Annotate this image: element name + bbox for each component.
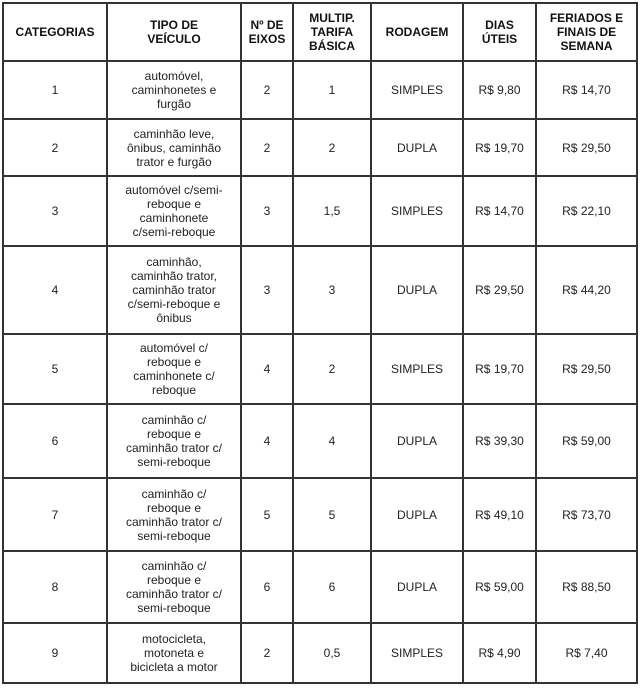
- cell-eixos: 6: [240, 550, 294, 624]
- cell-feriados: R$ 29,50: [535, 118, 638, 177]
- cell-dias-uteis: R$ 39,30: [462, 403, 537, 479]
- cell-categoria: 2: [2, 118, 108, 177]
- header-eixos: Nº DE EIXOS: [240, 2, 294, 62]
- header-row: CATEGORIAS TIPO DE VEÍCULO Nº DE EIXOS M…: [2, 2, 638, 62]
- cell-feriados: R$ 7,40: [535, 622, 638, 684]
- cell-tipo-veiculo: caminhão c/ reboque e caminhão trator c/…: [106, 477, 242, 552]
- cell-rodagem: DUPLA: [370, 477, 464, 552]
- cell-rodagem: SIMPLES: [370, 175, 464, 247]
- cell-feriados: R$ 14,70: [535, 60, 638, 120]
- table-row: 1 automóvel, caminhonetes e furgão 2 1 SIMPL…: [2, 60, 638, 120]
- header-rodagem: RODAGEM: [370, 2, 464, 62]
- table-row: 3 automóvel c/semi- reboque e caminhonete…: [2, 175, 638, 247]
- cell-feriados: R$ 88,50: [535, 550, 638, 624]
- cell-tipo-veiculo: caminhão c/ reboque e caminhão trator c/…: [106, 403, 242, 479]
- cell-categoria: 7: [2, 477, 108, 552]
- cell-dias-uteis: R$ 19,70: [462, 333, 537, 405]
- cell-tipo-veiculo: motocicleta, motoneta e bicicleta a moto…: [106, 622, 242, 684]
- cell-multiplicador: 5: [292, 477, 372, 552]
- table-row: 7 caminhão c/ reboque e caminhão trator c…: [2, 477, 638, 552]
- cell-tipo-veiculo: automóvel c/ reboque e caminhonete c/ re…: [106, 333, 242, 405]
- cell-categoria: 6: [2, 403, 108, 479]
- cell-dias-uteis: R$ 19,70: [462, 118, 537, 177]
- cell-multiplicador: 1,5: [292, 175, 372, 247]
- cell-tipo-veiculo: automóvel c/semi- reboque e caminhonete …: [106, 175, 242, 247]
- cell-dias-uteis: R$ 14,70: [462, 175, 537, 247]
- table-row: 6 caminhão c/ reboque e caminhão trator c…: [2, 403, 638, 479]
- header-feriados: FERIADOS E FINAIS DE SEMANA: [535, 2, 638, 62]
- toll-rate-table: CATEGORIAS TIPO DE VEÍCULO Nº DE EIXOS M…: [2, 2, 638, 684]
- cell-categoria: 4: [2, 245, 108, 335]
- header-categorias: CATEGORIAS: [2, 2, 108, 62]
- cell-dias-uteis: R$ 29,50: [462, 245, 537, 335]
- cell-dias-uteis: R$ 4,90: [462, 622, 537, 684]
- cell-multiplicador: 4: [292, 403, 372, 479]
- cell-rodagem: SIMPLES: [370, 60, 464, 120]
- cell-eixos: 2: [240, 60, 294, 120]
- cell-eixos: 5: [240, 477, 294, 552]
- cell-dias-uteis: R$ 49,10: [462, 477, 537, 552]
- cell-eixos: 3: [240, 175, 294, 247]
- cell-tipo-veiculo: automóvel, caminhonetes e furgão: [106, 60, 242, 120]
- cell-feriados: R$ 59,00: [535, 403, 638, 479]
- cell-eixos: 4: [240, 403, 294, 479]
- cell-multiplicador: 0,5: [292, 622, 372, 684]
- cell-categoria: 3: [2, 175, 108, 247]
- cell-tipo-veiculo: caminhão leve, ônibus, caminhão trator e…: [106, 118, 242, 177]
- cell-feriados: R$ 44,20: [535, 245, 638, 335]
- cell-eixos: 3: [240, 245, 294, 335]
- cell-multiplicador: 1: [292, 60, 372, 120]
- table-row: 9 motocicleta, motoneta e bicicleta a mot…: [2, 622, 638, 684]
- cell-multiplicador: 2: [292, 333, 372, 405]
- cell-feriados: R$ 73,70: [535, 477, 638, 552]
- cell-eixos: 2: [240, 622, 294, 684]
- table-row: 4 caminhão, caminhão trator, caminhão tra…: [2, 245, 638, 335]
- cell-categoria: 5: [2, 333, 108, 405]
- table-row: 2 caminhão leve, ônibus, caminhão trator …: [2, 118, 638, 177]
- cell-eixos: 2: [240, 118, 294, 177]
- cell-rodagem: DUPLA: [370, 118, 464, 177]
- cell-rodagem: SIMPLES: [370, 333, 464, 405]
- cell-tipo-veiculo: caminhão c/ reboque e caminhão trator c/…: [106, 550, 242, 624]
- cell-multiplicador: 2: [292, 118, 372, 177]
- header-dias-uteis: DIAS ÚTEIS: [462, 2, 537, 62]
- table-row: 8 caminhão c/ reboque e caminhão trator c…: [2, 550, 638, 624]
- cell-rodagem: DUPLA: [370, 550, 464, 624]
- cell-rodagem: SIMPLES: [370, 622, 464, 684]
- table-row: 5 automóvel c/ reboque e caminhonete c/ r…: [2, 333, 638, 405]
- cell-dias-uteis: R$ 9,80: [462, 60, 537, 120]
- cell-rodagem: DUPLA: [370, 403, 464, 479]
- cell-dias-uteis: R$ 59,00: [462, 550, 537, 624]
- cell-categoria: 8: [2, 550, 108, 624]
- cell-eixos: 4: [240, 333, 294, 405]
- cell-rodagem: DUPLA: [370, 245, 464, 335]
- cell-categoria: 9: [2, 622, 108, 684]
- cell-feriados: R$ 22,10: [535, 175, 638, 247]
- cell-categoria: 1: [2, 60, 108, 120]
- cell-multiplicador: 3: [292, 245, 372, 335]
- cell-tipo-veiculo: caminhão, caminhão trator, caminhão trat…: [106, 245, 242, 335]
- header-tipo-veiculo: TIPO DE VEÍCULO: [106, 2, 242, 62]
- cell-feriados: R$ 29,50: [535, 333, 638, 405]
- cell-multiplicador: 6: [292, 550, 372, 624]
- header-multiplicador: MULTIP. TARIFA BÁSICA: [292, 2, 372, 62]
